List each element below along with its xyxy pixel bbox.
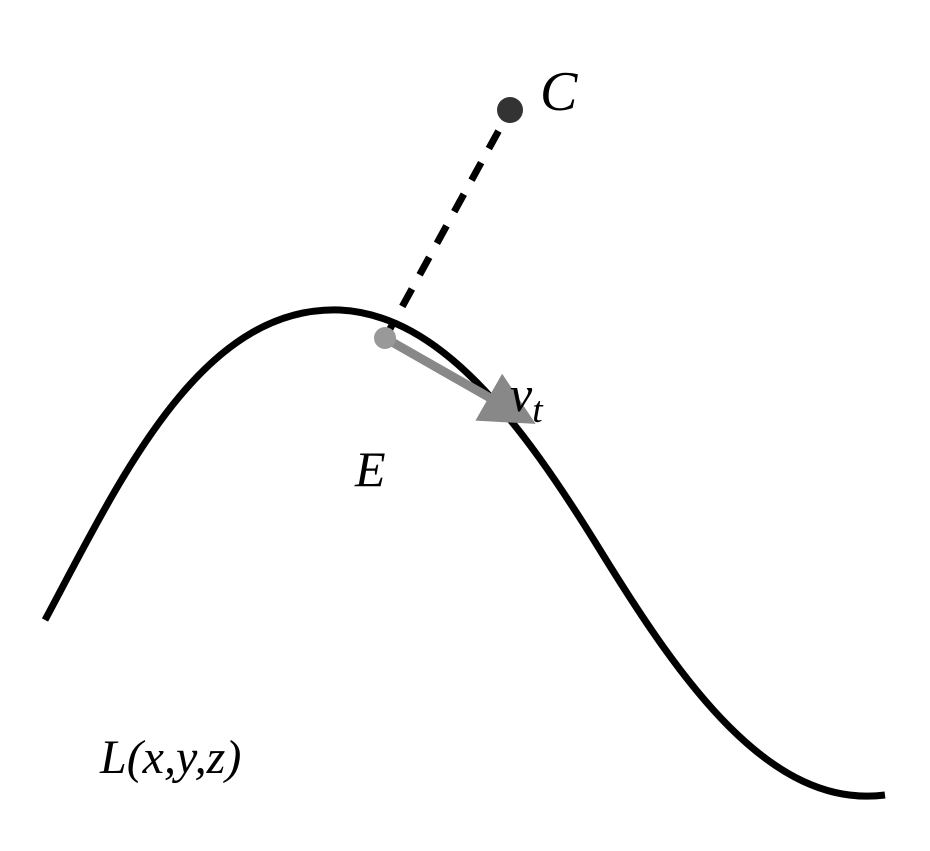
point-C [497, 97, 523, 123]
point-E [374, 327, 396, 349]
label-E: E [355, 440, 386, 498]
tangent-vector-vt [385, 338, 520, 415]
diagram-container: C E vt vt L(x,y,z) [0, 0, 930, 851]
label-C: C [540, 60, 577, 124]
label-curve-L: L(x,y,z) [100, 730, 241, 785]
diagram-svg [0, 0, 930, 851]
label-vt: vt vt [510, 365, 543, 432]
dashed-line-EC [385, 110, 510, 338]
